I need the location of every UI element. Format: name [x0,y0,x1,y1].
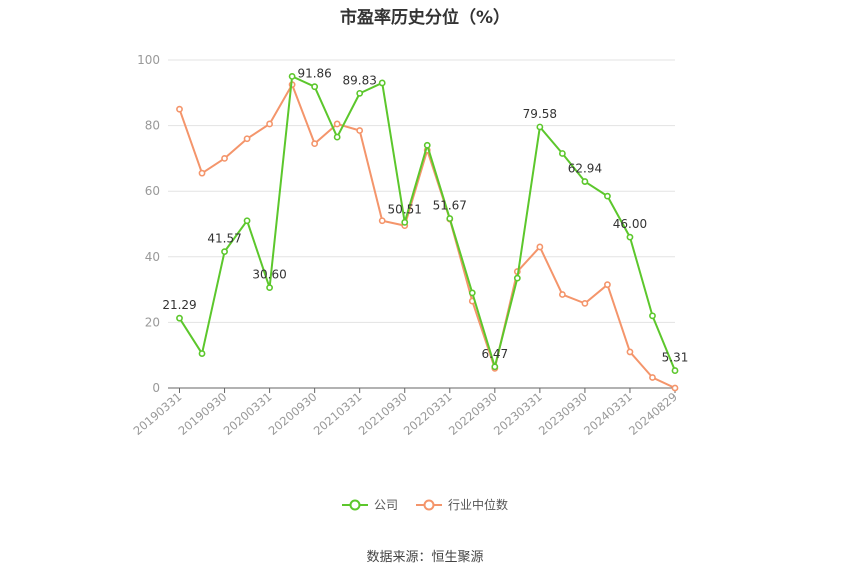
data-point [243,135,251,143]
series-line [178,83,676,389]
data-point [581,178,589,185]
data-point [604,192,611,200]
data-point [604,281,611,289]
data-label: 30.60 [252,268,286,282]
data-point [221,248,228,256]
data-label: 50.51 [388,202,422,216]
data-point [198,169,206,177]
legend-company-marker [341,499,368,510]
y-tick-label: 20 [145,315,160,329]
data-label: 21.29 [162,298,196,312]
legend-item-industry[interactable]: 行业中位数 [416,496,508,513]
data-point [671,367,679,374]
x-tick-label: 20190331 [131,390,185,438]
data-point [311,83,319,91]
data-point [626,233,634,241]
x-tick-label: 20230930 [536,390,590,438]
data-point [378,217,386,225]
y-tick-label: 80 [145,119,160,133]
data-label: 89.83 [343,73,377,87]
data-point [558,291,566,298]
data-point [198,350,206,357]
data-label: 41.57 [207,232,241,246]
data-point [401,218,409,226]
data-label: 62.94 [568,162,602,176]
data-point [649,374,656,381]
x-tick-label: 20240829 [626,390,680,438]
data-point [356,89,364,97]
data-label: 5.31 [662,351,689,365]
data-point [536,123,544,131]
data-label: 6.47 [481,347,508,361]
data-point [243,217,251,225]
data-point [266,120,273,128]
data-point [513,274,521,282]
data-point [333,133,341,141]
data-point [423,141,431,149]
x-tick-label: 20220331 [401,390,455,438]
x-tick-label: 20210331 [311,390,365,438]
data-point [491,363,499,371]
data-point [671,384,679,392]
data-label: 91.86 [297,67,331,81]
legend-item-company[interactable]: 公司 [341,496,398,513]
data-point [581,299,589,307]
data-point [468,289,476,297]
data-label: 51.67 [433,199,467,213]
data-point [626,348,634,356]
data-label: 79.58 [523,107,557,121]
data-point [266,284,273,292]
x-tick-label: 20230331 [491,390,545,438]
data-point [378,79,386,87]
y-tick-label: 100 [137,53,160,67]
x-tick-label: 20200331 [221,390,275,438]
data-point [176,314,183,322]
data-point [558,150,566,157]
source-note: 数据来源：恒生聚源 [366,550,484,565]
x-tick-label: 20200930 [266,390,320,438]
data-point [288,73,296,80]
y-tick-label: 0 [152,381,160,395]
chart-title: 市盈率历史分位（%） [339,8,511,28]
data-point [311,140,319,148]
data-point [221,154,228,162]
data-point [356,127,364,134]
legend: 公司 行业中位数 [0,496,850,513]
x-tick-label: 20210930 [356,390,410,438]
data-point [176,105,183,113]
x-tick-label: 20240331 [581,390,635,438]
y-tick-label: 60 [145,184,160,198]
x-tick-label: 20220930 [446,390,500,438]
y-tick-label: 40 [145,250,160,264]
data-point [536,243,544,251]
data-point [649,312,656,320]
data-label: 46.00 [613,217,647,231]
data-point [333,120,341,128]
legend-industry-marker [416,499,442,510]
data-point [446,215,454,222]
legend-label-company: 公司 [373,498,398,512]
legend-label-industry: 行业中位数 [448,498,509,512]
series-line [178,75,676,371]
x-tick-label: 20190930 [176,390,230,438]
